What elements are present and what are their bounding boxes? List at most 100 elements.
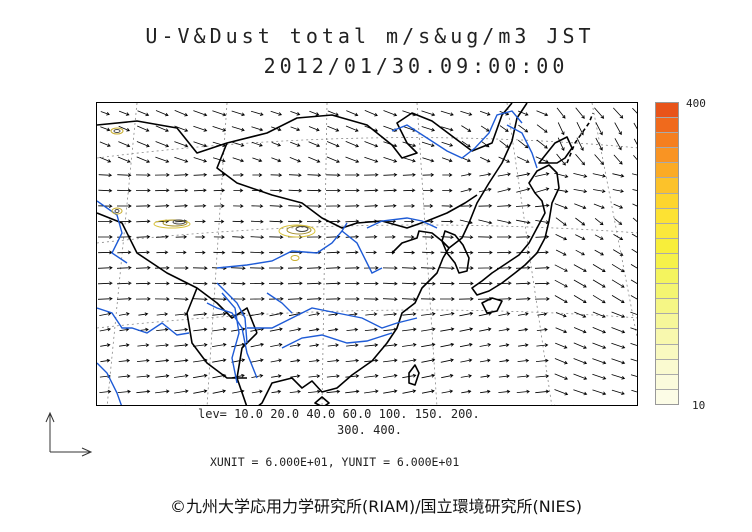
wind-arrow: [441, 141, 454, 147]
colorbar-swatch: [656, 314, 678, 330]
wind-arrow: [614, 122, 622, 136]
wind-arrow: [421, 312, 436, 316]
wind-arrow: [535, 172, 550, 177]
wind-arrow: [174, 203, 188, 208]
wind-arrow: [364, 141, 379, 148]
wind-arrow: [155, 234, 169, 239]
wind-arrow: [537, 312, 548, 317]
wind-arrow: [459, 342, 473, 348]
wind-arrow: [573, 373, 588, 380]
wind-arrow: [515, 203, 531, 208]
wind-arrow: [365, 312, 378, 317]
wind-arrow: [440, 297, 455, 301]
wind-arrow: [136, 219, 151, 224]
wind-arrow: [307, 219, 322, 224]
colorbar-swatch: [656, 253, 678, 270]
wind-arrow: [632, 217, 637, 223]
wind-arrow: [593, 189, 606, 193]
wind-arrow: [403, 204, 415, 208]
wind-arrow: [499, 343, 510, 348]
wind-arrow: [422, 235, 435, 240]
wind-arrow: [611, 263, 625, 273]
wind-arrow: [534, 265, 550, 270]
wind-arrow: [631, 248, 637, 253]
wind-arrow: [307, 173, 322, 178]
wind-arrow: [212, 110, 227, 117]
wind-arrow: [477, 266, 493, 270]
wind-arrow: [442, 173, 453, 177]
wind-arrow: [97, 219, 113, 224]
wind-arrow: [174, 172, 189, 177]
wind-arrow: [174, 358, 189, 363]
wind-arrow: [203, 404, 205, 405]
wind-arrow: [498, 312, 511, 316]
wind-arrow: [136, 188, 151, 193]
wind-arrow: [614, 138, 622, 151]
wind-arrow: [401, 266, 417, 271]
wind-arrow: [612, 173, 625, 178]
wind-arrow: [364, 203, 379, 208]
wind-arrow: [156, 250, 169, 255]
colorbar-swatch: [656, 269, 678, 285]
wind-arrow: [364, 188, 379, 193]
wind-arrow: [233, 188, 244, 193]
wind-arrow: [613, 203, 624, 209]
wind-arrow: [555, 312, 567, 318]
wind-arrow: [155, 110, 169, 117]
wind-arrow: [250, 235, 265, 240]
wind-arrow: [632, 189, 637, 191]
wind-dust-map: [96, 102, 638, 406]
wind-arrow: [365, 250, 377, 255]
wind-arrow: [631, 173, 637, 176]
wind-arrow: [231, 126, 245, 132]
wind-arrow: [156, 327, 169, 332]
wind-arrow: [497, 172, 511, 177]
wind-arrow: [344, 265, 360, 270]
wind-arrow: [325, 265, 341, 270]
wind-arrow: [499, 358, 510, 363]
wind-arrow: [536, 110, 549, 117]
wind-arrow: [573, 327, 587, 334]
wind-arrow: [100, 126, 111, 132]
wind-arrow: [613, 234, 624, 240]
wind-arrow: [555, 327, 568, 334]
wind-arrow: [593, 406, 606, 407]
wind-arrow: [611, 342, 626, 349]
wind-arrow: [536, 327, 548, 332]
wind-arrow: [252, 173, 263, 177]
wind-arrow: [630, 358, 637, 362]
wind-arrow: [173, 297, 189, 302]
wind-arrow: [497, 219, 512, 225]
wind-arrow: [554, 358, 568, 365]
wind-arrow: [421, 373, 436, 379]
wind-arrow: [250, 342, 265, 348]
wind-arrow: [345, 203, 360, 208]
colorbar-swatch: [656, 389, 678, 404]
wind-arrow: [422, 188, 434, 193]
wind-arrow: [592, 389, 607, 396]
wind-arrow: [325, 296, 341, 301]
wind-arrow: [497, 250, 512, 255]
wind-arrow: [250, 250, 265, 255]
wind-arrow: [117, 250, 132, 255]
wind-arrow: [136, 156, 151, 163]
contour-levels-line1: lev= 10.0 20.0 40.0 60.0 100. 150. 200.: [198, 407, 480, 421]
wind-arrow: [230, 266, 246, 271]
wind-arrow: [213, 172, 226, 177]
wind-arrow: [213, 235, 225, 239]
wind-arrow: [516, 234, 531, 239]
wind-arrow: [478, 203, 493, 208]
wind-arrow: [136, 203, 151, 208]
wind-arrow: [440, 311, 455, 316]
wind-arrow: [401, 297, 417, 302]
wind-arrow: [213, 188, 226, 193]
colorbar: [655, 102, 679, 405]
wind-arrow: [420, 281, 436, 286]
wind-arrow: [576, 137, 584, 152]
unit-scale-text: XUNIT = 6.000E+01, YUNIT = 6.000E+01: [210, 455, 460, 469]
wind-arrow: [535, 234, 550, 239]
colorbar-swatch: [656, 238, 678, 254]
wind-arrow: [232, 219, 245, 224]
wind-arrow: [630, 264, 637, 269]
wind-arrow: [306, 235, 322, 239]
